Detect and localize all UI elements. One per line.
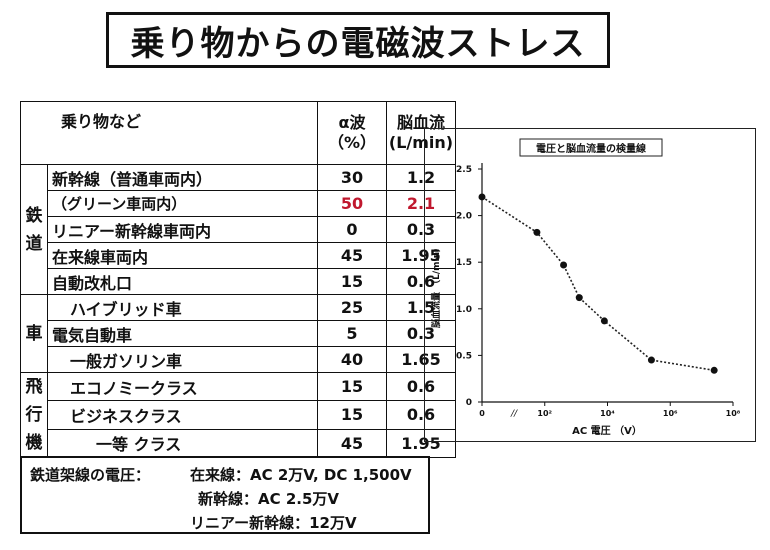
- row-flow: 1.95: [386, 428, 456, 459]
- data-point: [533, 228, 541, 236]
- row-alpha: 45: [317, 242, 387, 269]
- header-flow: 脳血流 (L/min): [386, 101, 456, 165]
- note-line-1: 鉄道架線の電圧：: [30, 466, 151, 484]
- row-item: 在来線車両内: [47, 242, 318, 269]
- row-alpha: 45: [317, 428, 387, 459]
- data-point: [710, 366, 718, 374]
- category-plane: 飛 行 機: [20, 372, 48, 458]
- x-axis-label: AC 電圧 （V）: [572, 424, 642, 437]
- chart-svg: 電圧と脳血流量の検量線 0 0.5 1.0 1.5 2.0 2.5 0 10² 10⁴ 10⁶ 10⁸…: [430, 138, 741, 437]
- y-tick-label: 2.0: [456, 212, 472, 222]
- calibration-chart: 電圧と脳血流量の検量線 0 0.5 1.0 1.5 2.0 2.5 0 10² 10⁴ 10⁶ 10⁸…: [424, 128, 756, 442]
- row-item: ビジネスクラス: [47, 400, 318, 430]
- y-tick-label: 1.0: [456, 305, 472, 315]
- category-rail: 鉄 道: [20, 164, 48, 295]
- y-tick-label: 2.5: [456, 165, 472, 175]
- category-char: 道: [25, 233, 43, 254]
- y-tick-label: 0: [466, 398, 472, 408]
- chart-title: 電圧と脳血流量の検量線: [536, 142, 646, 155]
- note-line-1b: 在来線：AC 2万V, DC 1,500V: [190, 466, 412, 484]
- row-flow: 0.3: [386, 216, 456, 243]
- table-row: 鉄 道 新幹線（普通車両内） 30 1.2: [20, 164, 456, 295]
- x-tick-label: 10⁶: [663, 409, 678, 418]
- category-char: 行: [25, 405, 43, 425]
- table-row: 電気自動車 5 0.3: [21, 320, 456, 347]
- row-item: 新幹線（普通車両内）: [47, 164, 318, 191]
- row-item: （グリーン車両内）: [47, 190, 318, 217]
- row-alpha: 15: [317, 371, 387, 402]
- x-tick-label: 0: [479, 409, 485, 418]
- table-header-row: 乗り物など α波 （%） 脳血流 (L/min): [20, 101, 456, 165]
- row-alpha: 25: [317, 294, 387, 321]
- row-flow: 1.5: [386, 294, 456, 321]
- table-row: リニアー新幹線車両内 0 0.3: [21, 216, 456, 243]
- row-flow: 0.3: [386, 320, 456, 347]
- page-title: 乗り物からの電磁波ストレス: [106, 12, 610, 68]
- row-alpha: 0: [317, 216, 387, 243]
- y-tick-label: 1.5: [456, 258, 472, 268]
- row-flow: 1.2: [386, 164, 456, 191]
- voltage-notes: 鉄道架線の電圧： 在来線：AC 2万V, DC 1,500V 新幹線：AC 2.…: [20, 456, 430, 534]
- table-row: （グリーン車両内） 50 2.1: [21, 190, 456, 217]
- row-item: 自動改札口: [47, 268, 318, 295]
- header-item: 乗り物など: [20, 101, 318, 165]
- chart-title-frame: [519, 138, 663, 157]
- category-char: 鉄: [25, 205, 43, 226]
- data-point: [560, 261, 568, 269]
- x-tick-label: 10⁸: [726, 409, 741, 418]
- y-tick-label: 0.5: [456, 351, 472, 361]
- row-flow: 1.95: [386, 242, 456, 269]
- table-row: 自動改札口 15 0.6: [21, 268, 456, 295]
- category-char: 機: [25, 433, 43, 453]
- row-flow: 2.1: [386, 190, 456, 217]
- category-car: 車: [20, 294, 48, 373]
- row-alpha: 50: [317, 190, 387, 217]
- header-flow-label: 脳血流: [396, 113, 445, 132]
- vehicle-table: 乗り物など α波 （%） 脳血流 (L/min) 鉄 道 新幹線（普通車両内） …: [20, 101, 456, 459]
- table-row: 一等 クラス 45 1.95: [21, 428, 456, 459]
- row-item: 一等 クラス: [47, 428, 318, 459]
- row-alpha: 30: [317, 164, 387, 191]
- table-row: 一般ガソリン車 40 1.65: [21, 346, 456, 373]
- row-alpha: 15: [317, 400, 387, 430]
- table-row: 飛 行 機 エコノミークラス 15 0.6: [20, 371, 456, 458]
- header-flow-unit: (L/min): [388, 133, 454, 152]
- category-char: 車: [25, 323, 43, 344]
- table-row: 車 ハイブリッド車 25 1.5: [20, 294, 456, 373]
- y-axis-label: 脳血流量 （L/min）: [430, 243, 442, 329]
- header-alpha-unit: （%）: [327, 133, 377, 152]
- data-point: [600, 317, 608, 325]
- data-point: [575, 294, 583, 302]
- row-item: 電気自動車: [47, 320, 318, 347]
- row-alpha: 15: [317, 268, 387, 295]
- data-point: [647, 356, 655, 364]
- row-alpha: 40: [317, 346, 387, 373]
- series-line: [481, 196, 715, 372]
- x-tick-label: 10⁴: [600, 409, 615, 418]
- note-line-2: 新幹線：AC 2.5万V: [198, 490, 340, 508]
- data-point: [478, 193, 486, 201]
- table-row: ビジネスクラス 15 0.6: [21, 400, 456, 430]
- row-item: ハイブリッド車: [47, 294, 318, 321]
- category-char: 飛: [25, 377, 43, 397]
- row-item: エコノミークラス: [47, 371, 318, 402]
- header-alpha: α波 （%）: [317, 101, 387, 165]
- row-item: リニアー新幹線車両内: [47, 216, 318, 243]
- x-tick-label: 10²: [537, 409, 552, 418]
- note-line-3: リニアー新幹線：12万V: [190, 514, 357, 532]
- row-alpha: 5: [317, 320, 387, 347]
- row-flow: 0.6: [386, 371, 456, 402]
- table-row: 在来線車両内 45 1.95: [21, 242, 456, 269]
- row-flow: 0.6: [386, 400, 456, 430]
- axis-break-mark: //: [510, 409, 518, 419]
- row-item: 一般ガソリン車: [47, 346, 318, 373]
- header-alpha-label: α波: [338, 113, 366, 132]
